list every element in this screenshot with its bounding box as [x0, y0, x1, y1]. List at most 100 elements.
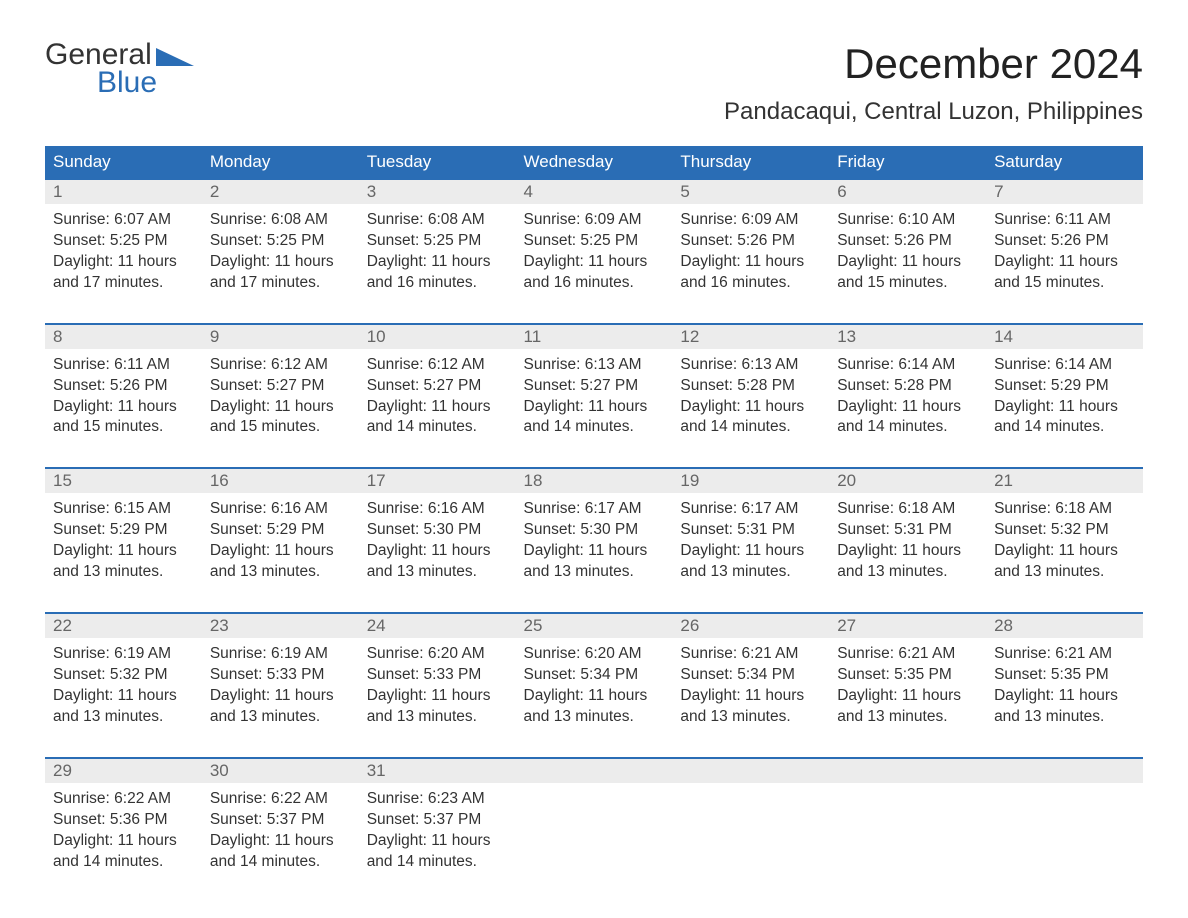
daylight-text: Daylight: 11 hours and 13 minutes. — [837, 541, 978, 583]
empty-cell — [986, 783, 1143, 875]
sunrise-text: Sunrise: 6:12 AM — [210, 355, 351, 376]
day-details: Sunrise: 6:11 AMSunset: 5:26 PMDaylight:… — [986, 204, 1143, 296]
sunset-text: Sunset: 5:27 PM — [210, 376, 351, 397]
day-details: Sunrise: 6:21 AMSunset: 5:35 PMDaylight:… — [829, 638, 986, 730]
day-number: 12 — [672, 324, 829, 349]
day-number: 27 — [829, 613, 986, 638]
sunset-text: Sunset: 5:26 PM — [994, 231, 1135, 252]
daylight-text: Daylight: 11 hours and 13 minutes. — [994, 541, 1135, 583]
week-separator — [45, 440, 1143, 468]
sunset-text: Sunset: 5:32 PM — [53, 665, 194, 686]
day-details: Sunrise: 6:23 AMSunset: 5:37 PMDaylight:… — [359, 783, 516, 875]
day-header: Tuesday — [359, 146, 516, 179]
daylight-text: Daylight: 11 hours and 14 minutes. — [837, 397, 978, 439]
sunset-text: Sunset: 5:35 PM — [837, 665, 978, 686]
sunrise-text: Sunrise: 6:08 AM — [367, 210, 508, 231]
daylight-text: Daylight: 11 hours and 13 minutes. — [210, 686, 351, 728]
daylight-text: Daylight: 11 hours and 14 minutes. — [210, 831, 351, 873]
day-number: 13 — [829, 324, 986, 349]
day-details: Sunrise: 6:21 AMSunset: 5:35 PMDaylight:… — [986, 638, 1143, 730]
day-details: Sunrise: 6:11 AMSunset: 5:26 PMDaylight:… — [45, 349, 202, 441]
daylight-text: Daylight: 11 hours and 13 minutes. — [524, 686, 665, 728]
day-details: Sunrise: 6:14 AMSunset: 5:29 PMDaylight:… — [986, 349, 1143, 441]
sunrise-text: Sunrise: 6:19 AM — [210, 644, 351, 665]
month-title: December 2024 — [724, 40, 1143, 88]
sunrise-text: Sunrise: 6:22 AM — [210, 789, 351, 810]
day-number: 2 — [202, 179, 359, 204]
day-details: Sunrise: 6:21 AMSunset: 5:34 PMDaylight:… — [672, 638, 829, 730]
sunrise-text: Sunrise: 6:07 AM — [53, 210, 194, 231]
sunset-text: Sunset: 5:35 PM — [994, 665, 1135, 686]
day-details: Sunrise: 6:22 AMSunset: 5:36 PMDaylight:… — [45, 783, 202, 875]
day-details: Sunrise: 6:12 AMSunset: 5:27 PMDaylight:… — [359, 349, 516, 441]
empty-cell — [672, 758, 829, 783]
day-details: Sunrise: 6:16 AMSunset: 5:30 PMDaylight:… — [359, 493, 516, 585]
day-details: Sunrise: 6:09 AMSunset: 5:26 PMDaylight:… — [672, 204, 829, 296]
sunset-text: Sunset: 5:26 PM — [53, 376, 194, 397]
week-separator — [45, 585, 1143, 613]
sunrise-text: Sunrise: 6:16 AM — [210, 499, 351, 520]
daylight-text: Daylight: 11 hours and 13 minutes. — [367, 541, 508, 583]
sunrise-text: Sunrise: 6:21 AM — [837, 644, 978, 665]
logo: General Blue — [45, 40, 194, 98]
sunset-text: Sunset: 5:26 PM — [837, 231, 978, 252]
sunset-text: Sunset: 5:33 PM — [210, 665, 351, 686]
day-number-row: 1234567 — [45, 179, 1143, 204]
day-number: 25 — [516, 613, 673, 638]
sunrise-text: Sunrise: 6:23 AM — [367, 789, 508, 810]
sunset-text: Sunset: 5:32 PM — [994, 520, 1135, 541]
daylight-text: Daylight: 11 hours and 15 minutes. — [837, 252, 978, 294]
sunrise-text: Sunrise: 6:21 AM — [680, 644, 821, 665]
sunset-text: Sunset: 5:25 PM — [367, 231, 508, 252]
daylight-text: Daylight: 11 hours and 14 minutes. — [680, 397, 821, 439]
day-number: 3 — [359, 179, 516, 204]
daylight-text: Daylight: 11 hours and 16 minutes. — [524, 252, 665, 294]
daylight-text: Daylight: 11 hours and 15 minutes. — [210, 397, 351, 439]
sunrise-text: Sunrise: 6:09 AM — [524, 210, 665, 231]
sunset-text: Sunset: 5:26 PM — [680, 231, 821, 252]
sunset-text: Sunset: 5:25 PM — [53, 231, 194, 252]
day-details-row: Sunrise: 6:07 AMSunset: 5:25 PMDaylight:… — [45, 204, 1143, 296]
day-details-row: Sunrise: 6:15 AMSunset: 5:29 PMDaylight:… — [45, 493, 1143, 585]
empty-cell — [829, 783, 986, 875]
sunset-text: Sunset: 5:30 PM — [524, 520, 665, 541]
daylight-text: Daylight: 11 hours and 17 minutes. — [210, 252, 351, 294]
day-number: 11 — [516, 324, 673, 349]
empty-cell — [516, 758, 673, 783]
day-details: Sunrise: 6:19 AMSunset: 5:33 PMDaylight:… — [202, 638, 359, 730]
day-number: 31 — [359, 758, 516, 783]
sunrise-text: Sunrise: 6:20 AM — [367, 644, 508, 665]
daylight-text: Daylight: 11 hours and 13 minutes. — [994, 686, 1135, 728]
day-number: 22 — [45, 613, 202, 638]
calendar-table: SundayMondayTuesdayWednesdayThursdayFrid… — [45, 146, 1143, 874]
sunset-text: Sunset: 5:36 PM — [53, 810, 194, 831]
day-number: 26 — [672, 613, 829, 638]
sunset-text: Sunset: 5:31 PM — [680, 520, 821, 541]
sunset-text: Sunset: 5:37 PM — [367, 810, 508, 831]
day-number: 17 — [359, 468, 516, 493]
sunrise-text: Sunrise: 6:14 AM — [837, 355, 978, 376]
daylight-text: Daylight: 11 hours and 17 minutes. — [53, 252, 194, 294]
day-number: 29 — [45, 758, 202, 783]
sunset-text: Sunset: 5:29 PM — [53, 520, 194, 541]
daylight-text: Daylight: 11 hours and 14 minutes. — [53, 831, 194, 873]
day-header: Thursday — [672, 146, 829, 179]
sunrise-text: Sunrise: 6:18 AM — [837, 499, 978, 520]
daylight-text: Daylight: 11 hours and 15 minutes. — [994, 252, 1135, 294]
sunrise-text: Sunrise: 6:15 AM — [53, 499, 194, 520]
empty-cell — [516, 783, 673, 875]
daylight-text: Daylight: 11 hours and 13 minutes. — [210, 541, 351, 583]
sunrise-text: Sunrise: 6:19 AM — [53, 644, 194, 665]
sunset-text: Sunset: 5:25 PM — [524, 231, 665, 252]
sunrise-text: Sunrise: 6:12 AM — [367, 355, 508, 376]
daylight-text: Daylight: 11 hours and 13 minutes. — [53, 541, 194, 583]
logo-triangle-icon — [156, 48, 194, 66]
day-number-row: 15161718192021 — [45, 468, 1143, 493]
day-details: Sunrise: 6:15 AMSunset: 5:29 PMDaylight:… — [45, 493, 202, 585]
sunset-text: Sunset: 5:34 PM — [524, 665, 665, 686]
sunset-text: Sunset: 5:27 PM — [367, 376, 508, 397]
day-number: 20 — [829, 468, 986, 493]
daylight-text: Daylight: 11 hours and 13 minutes. — [524, 541, 665, 583]
day-details: Sunrise: 6:18 AMSunset: 5:31 PMDaylight:… — [829, 493, 986, 585]
day-number: 28 — [986, 613, 1143, 638]
